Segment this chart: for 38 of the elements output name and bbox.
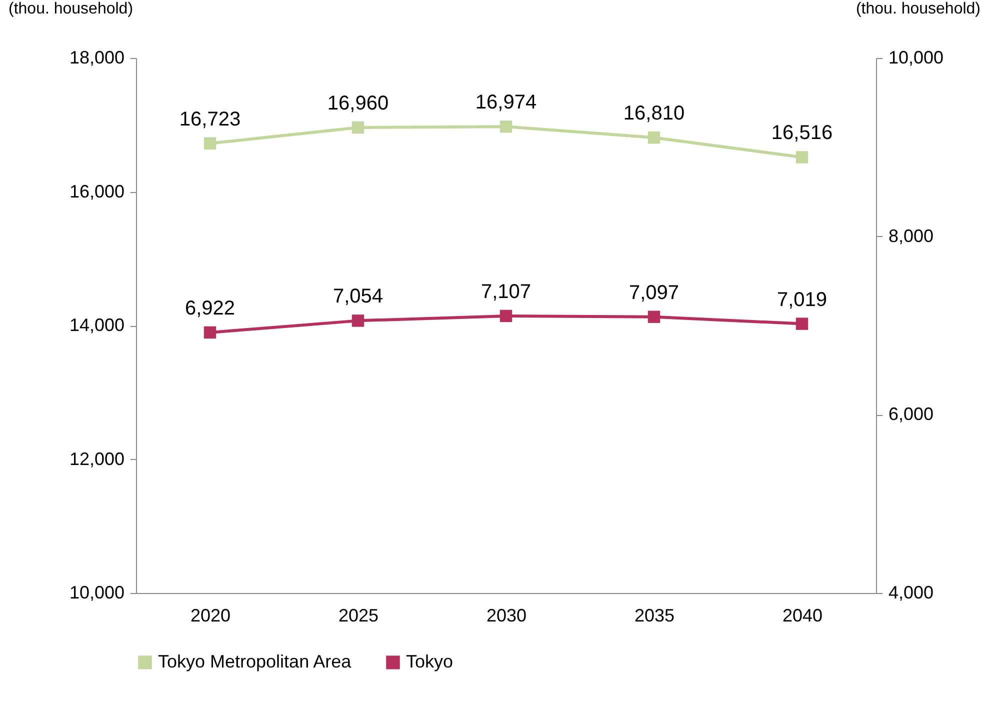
y2-axis-title: (thou. household) <box>856 0 980 18</box>
legend-label: Tokyo <box>406 651 454 672</box>
x-tick-label: 2030 <box>486 606 527 626</box>
point <box>204 137 216 150</box>
y2-tick-label: 6,000 <box>888 404 934 424</box>
point <box>204 326 216 339</box>
point <box>352 121 364 134</box>
point <box>796 151 808 164</box>
data-label: 16,960 <box>327 92 389 115</box>
data-label: 16,974 <box>475 92 537 114</box>
data-label: 16,516 <box>771 122 833 144</box>
y-axis-title: (thou. household) <box>8 0 134 18</box>
point <box>352 314 364 327</box>
y2-tick-label: 4,000 <box>888 582 934 602</box>
data-label: 6,922 <box>184 297 236 320</box>
y-tick-label: 14,000 <box>69 315 124 335</box>
point <box>648 131 660 144</box>
data-label: 7,097 <box>628 282 680 304</box>
point <box>500 120 512 133</box>
point <box>796 318 808 330</box>
point <box>648 310 660 323</box>
data-label: 16,810 <box>623 102 685 125</box>
legend-label: Tokyo Metropolitan Area <box>158 651 352 672</box>
data-label: 16,723 <box>179 108 241 130</box>
point <box>500 310 512 322</box>
x-tick-label: 2035 <box>634 606 675 626</box>
x-tick-label: 2025 <box>338 606 379 626</box>
y2-tick-label: 10,000 <box>888 48 944 68</box>
y-tick-label: 10,000 <box>69 582 124 602</box>
y-tick-label: 12,000 <box>69 448 124 469</box>
y-tick-label: 18,000 <box>69 48 124 68</box>
y2-tick-label: 8,000 <box>888 226 934 246</box>
data-label: 7,107 <box>480 280 532 303</box>
x-tick-label: 2020 <box>190 606 231 626</box>
x-tick-label: 2040 <box>782 606 823 626</box>
data-label: 7,054 <box>332 286 384 308</box>
y-tick-label: 16,000 <box>69 181 124 202</box>
data-label: 7,019 <box>776 288 828 311</box>
